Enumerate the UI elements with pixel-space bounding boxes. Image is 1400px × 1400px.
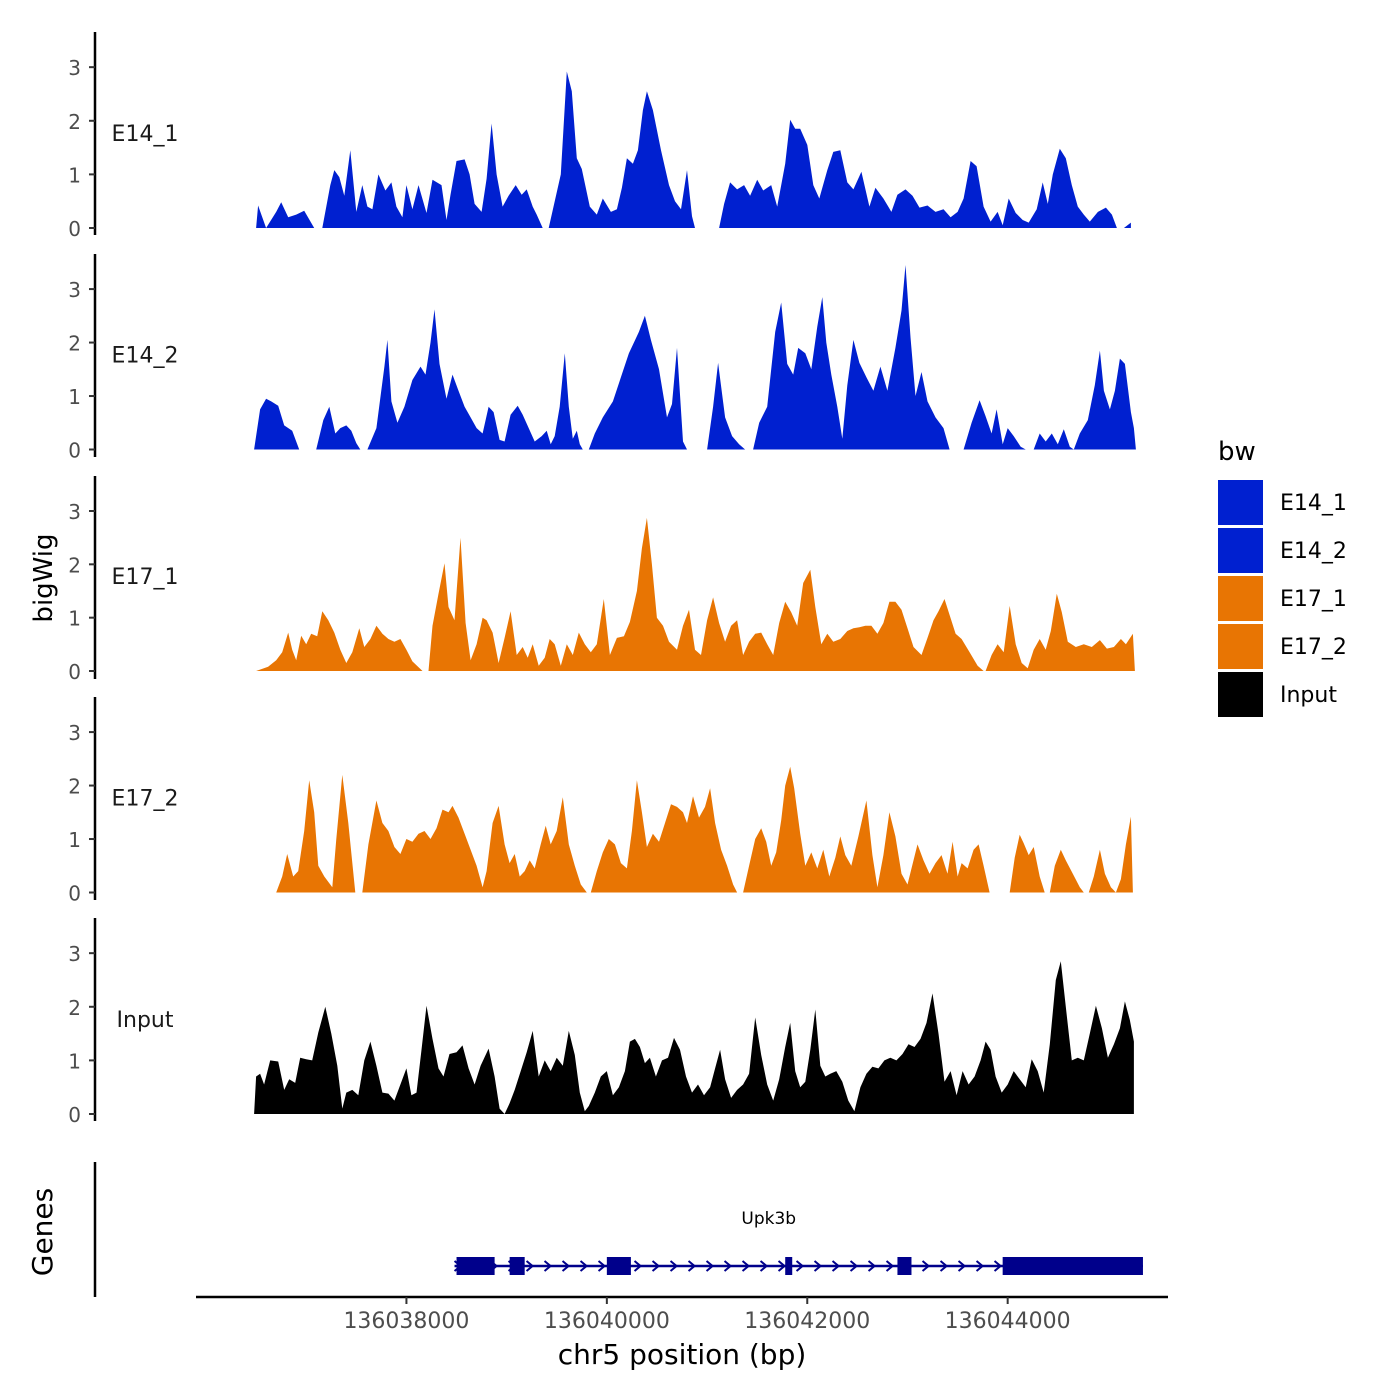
x-axis: 136038000 136040000 136042000 136044000 bbox=[196, 1295, 1168, 1334]
legend-swatch bbox=[1218, 624, 1263, 669]
strand-arrow-icon bbox=[813, 1260, 823, 1272]
y-tick-label: 3 bbox=[68, 721, 81, 745]
y-tick-label: 1 bbox=[68, 385, 81, 409]
y-tick-label: 3 bbox=[68, 942, 81, 966]
legend-label: E14_1 bbox=[1280, 491, 1347, 516]
strand-arrow-icon bbox=[651, 1260, 661, 1272]
track-label: E17_1 bbox=[112, 565, 179, 590]
gene-exon bbox=[509, 1257, 525, 1275]
strand-arrow-icon bbox=[921, 1260, 931, 1272]
track-label: E14_1 bbox=[112, 122, 179, 147]
strand-arrow-icon bbox=[867, 1260, 877, 1272]
x-tick-label: 136042000 bbox=[744, 1309, 870, 1334]
strand-arrow-icon bbox=[687, 1260, 697, 1272]
strand-arrow-icon bbox=[795, 1260, 805, 1272]
y-tick-label: 2 bbox=[68, 996, 81, 1020]
y-tick-label: 2 bbox=[68, 553, 81, 577]
signal-area-E17_2 bbox=[276, 766, 1133, 893]
y-axis-title: bigWig bbox=[29, 533, 59, 622]
track-E17_1: 0 1 2 3 E17_1 bbox=[68, 476, 1135, 684]
strand-arrow-icon bbox=[525, 1260, 535, 1272]
x-axis-title: chr5 position (bp) bbox=[558, 1338, 807, 1371]
y-tick-label: 2 bbox=[68, 110, 81, 134]
track-E14_1: 0 1 2 3 E14_1 bbox=[68, 32, 1131, 241]
strand-arrow-icon bbox=[777, 1260, 787, 1272]
strand-arrow-icon bbox=[723, 1260, 733, 1272]
x-tick-label: 136040000 bbox=[544, 1309, 670, 1334]
strand-arrow-icon bbox=[759, 1260, 769, 1272]
y-tick-label: 2 bbox=[68, 332, 81, 356]
y-tick-label: 1 bbox=[68, 607, 81, 631]
strand-arrow-icon bbox=[633, 1260, 643, 1272]
strand-arrow-icon bbox=[705, 1260, 715, 1272]
gene-exon bbox=[1002, 1257, 1143, 1275]
legend: bw E14_1 E14_2 E17_1 E17_2 Input bbox=[1218, 437, 1347, 717]
strand-arrow-icon bbox=[741, 1260, 751, 1272]
legend-swatch bbox=[1218, 672, 1263, 717]
y-tick-label: 2 bbox=[68, 775, 81, 799]
x-tick-label: 136044000 bbox=[945, 1309, 1071, 1334]
legend-swatch bbox=[1218, 576, 1263, 621]
gene-panel: Upk3b bbox=[93, 1162, 1143, 1297]
y-tick-label: 1 bbox=[68, 828, 81, 852]
track-panels: 0 1 2 3 E14_1 0 1 2 3 E14_2 0 1 2 3 E17_1 0 1 2 3 E17_2 0 1 2 3… bbox=[68, 32, 1136, 1127]
track-label: E14_2 bbox=[112, 344, 179, 369]
y-tick-label: 1 bbox=[68, 1049, 81, 1073]
strand-arrow-icon bbox=[939, 1260, 949, 1272]
y-tick-label: 0 bbox=[68, 1103, 81, 1127]
legend-label: E17_1 bbox=[1280, 587, 1347, 612]
track-E17_2: 0 1 2 3 E17_2 bbox=[68, 697, 1133, 906]
gene-exon bbox=[456, 1257, 495, 1275]
strand-arrow-icon bbox=[885, 1260, 895, 1272]
y-tick-label: 0 bbox=[68, 439, 81, 463]
y-tick-label: 3 bbox=[68, 500, 81, 524]
signal-area-Input bbox=[254, 961, 1134, 1114]
strand-arrow-icon bbox=[849, 1260, 859, 1272]
gene-exon bbox=[606, 1257, 631, 1275]
strand-arrow-icon bbox=[975, 1260, 985, 1272]
y-tick-label: 3 bbox=[68, 278, 81, 302]
strand-arrow-icon bbox=[561, 1260, 571, 1272]
legend-label: Input bbox=[1280, 683, 1337, 708]
legend-swatch bbox=[1218, 528, 1263, 573]
legend-label: E17_2 bbox=[1280, 635, 1347, 660]
strand-arrow-icon bbox=[831, 1260, 841, 1272]
signal-area-E14_2 bbox=[254, 265, 1136, 450]
strand-arrow-icon bbox=[597, 1260, 607, 1272]
gene-exon bbox=[897, 1257, 912, 1275]
y-tick-label: 0 bbox=[68, 882, 81, 906]
legend-label: E14_2 bbox=[1280, 539, 1347, 564]
gene-panel-title: Genes bbox=[26, 1188, 59, 1276]
legend-title: bw bbox=[1218, 437, 1256, 467]
strand-arrow-icon bbox=[669, 1260, 679, 1272]
track-E14_2: 0 1 2 3 E14_2 bbox=[68, 254, 1136, 463]
strand-arrow-icon bbox=[993, 1260, 1003, 1272]
y-tick-label: 0 bbox=[68, 217, 81, 241]
gene-exon bbox=[785, 1257, 793, 1275]
track-label: E17_2 bbox=[112, 787, 179, 812]
legend-swatch bbox=[1218, 480, 1263, 525]
y-tick-label: 3 bbox=[68, 56, 81, 80]
signal-area-E14_1 bbox=[256, 71, 1131, 228]
track-Input: 0 1 2 3 Input bbox=[68, 918, 1134, 1127]
strand-arrow-icon bbox=[579, 1260, 589, 1272]
y-tick-label: 1 bbox=[68, 163, 81, 187]
strand-arrow-icon bbox=[957, 1260, 967, 1272]
track-label: Input bbox=[117, 1008, 174, 1033]
signal-area-E17_1 bbox=[256, 517, 1135, 671]
strand-arrow-icon bbox=[543, 1260, 553, 1272]
y-tick-label: 0 bbox=[68, 660, 81, 684]
gene-label: Upk3b bbox=[741, 1209, 796, 1229]
x-tick-label: 136038000 bbox=[343, 1309, 469, 1334]
